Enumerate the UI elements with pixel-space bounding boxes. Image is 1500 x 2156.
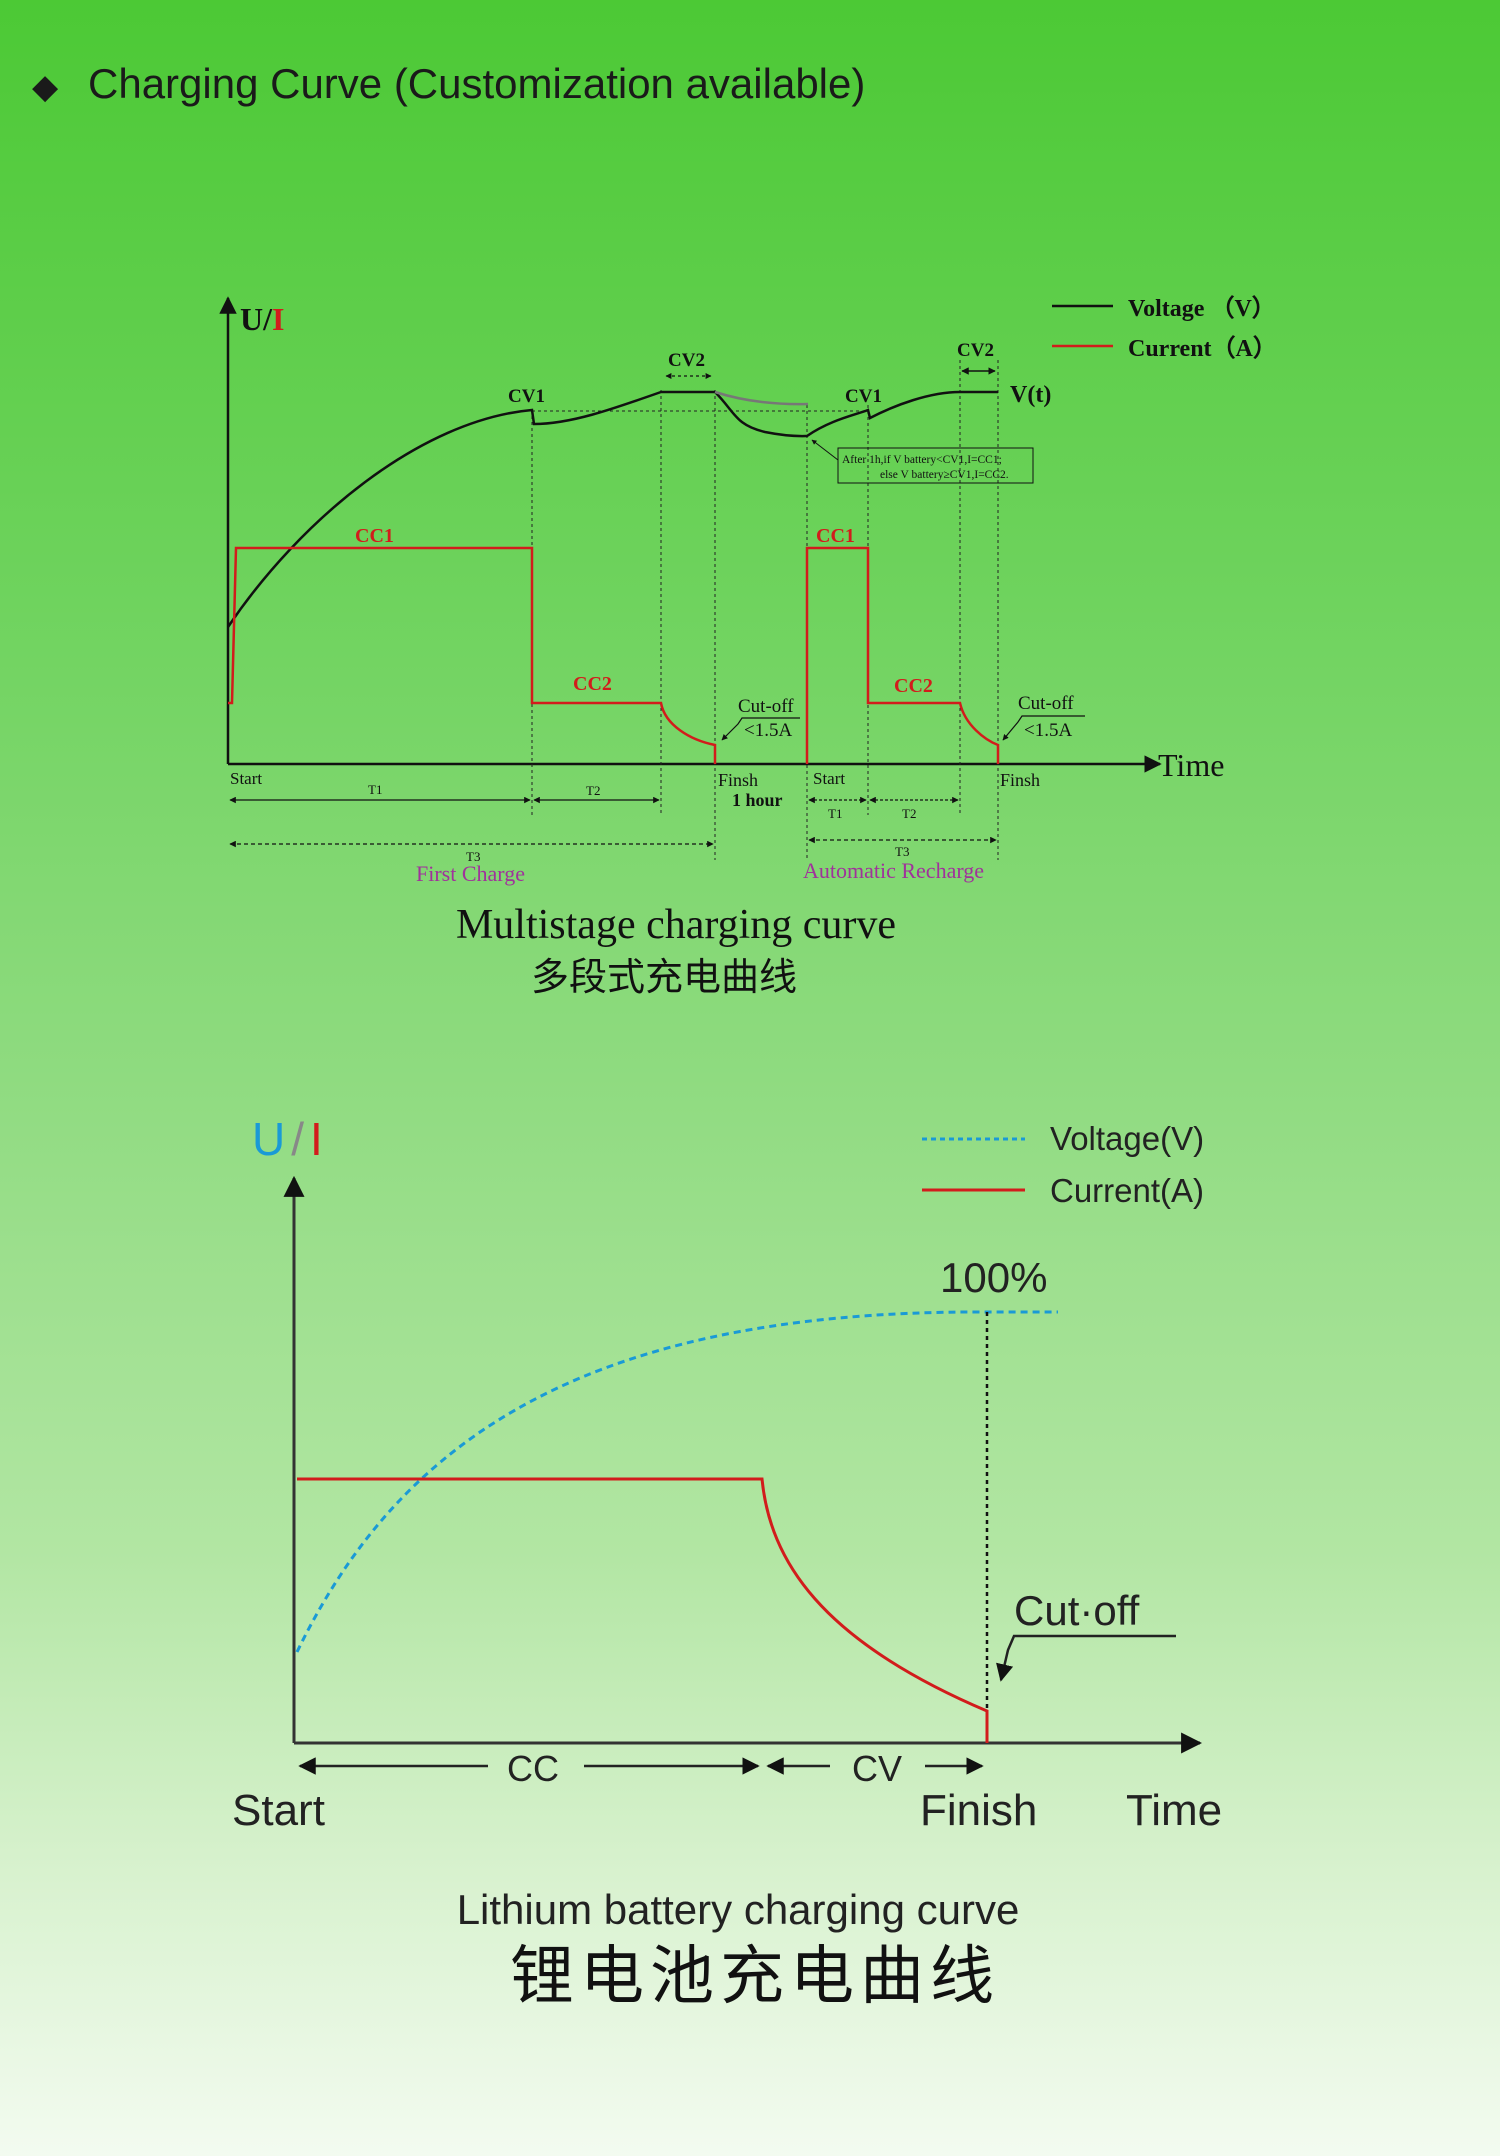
ms-t3-b: T3 [895,844,909,859]
ms-cv2-label-a: CV2 [668,350,705,371]
ms-cc2-label-a: CC2 [573,673,612,695]
ms-caption-en: Multistage charging curve [456,902,896,948]
ms-start-a: Start [230,769,262,788]
ms-cc1-label-b: CC1 [816,525,855,547]
lithium-chart: U / I Voltage(V) Current(A) 100% Cut·off C… [232,1113,1222,2012]
ms-auto-recharge-label: Automatic Recharge [803,858,984,883]
ms-cv2-label-b: CV2 [957,340,994,361]
ms-t2-b: T2 [902,806,916,821]
ms-legend-voltage: Voltage （V） [1128,295,1276,322]
page-title: Charging Curve (Customization available) [88,60,865,107]
ms-cv1-label-b: CV1 [845,386,882,407]
ms-cutoff-b: Cut-off [1018,693,1074,714]
ms-y-axis-u: U/I [240,301,284,337]
ms-note-pointer [811,439,839,461]
ms-legend-current: Current（A） [1128,335,1277,362]
li-current-curve [297,1477,989,1743]
li-full-label: 100% [940,1254,1047,1301]
multistage-chart: U/I Time Voltage （V） Current（A） CV1 CV2 … [219,295,1277,999]
ms-t1-b: T1 [828,806,842,821]
ms-voltage-curve [226,390,998,628]
ms-cv1-label-a: CV1 [508,386,545,407]
li-cutoff-pointer [996,1634,1176,1682]
ms-cc1-label-a: CC1 [355,525,394,547]
ms-first-charge-label: First Charge [416,861,525,886]
ms-cutoff-a: Cut-off [738,696,794,717]
ms-note-box [837,447,1034,484]
li-caption-cn: 锂电池充电曲线 [510,1940,1000,2012]
ms-t2-a: T2 [586,783,600,798]
ms-one-hour: 1 hour [732,790,783,810]
li-legend-current: Current(A) [1050,1172,1204,1209]
ms-cutoff-a-pointer [721,717,800,741]
li-cc-label: CC [507,1748,559,1789]
li-voltage-curve [295,1310,1058,1653]
ms-finish-b: Finsh [1000,770,1040,790]
li-caption-en: Lithium battery charging curve [457,1886,1020,1933]
ms-note-line2: else V battery≥CV1,I=CC2. [880,469,1009,481]
ms-voltage-projection [714,390,809,406]
ms-start-b: Start [813,769,845,788]
li-time-label: Time [1126,1786,1222,1835]
li-cutoff-label: Cut·off [1014,1587,1140,1634]
ms-time-label: Time [1158,747,1224,783]
ms-t3-a: T3 [466,849,480,864]
ms-cutoff-a-value: <1.5A [744,720,792,741]
ms-caption-cn: 多段式充电曲线 [531,957,797,999]
ms-cutoff-b-pointer [1002,715,1085,741]
ms-t1-a: T1 [368,782,382,797]
header-bullet-icon: ◆ [32,68,59,106]
ms-note-line1: After 1h,if V battery<CV1,I=CC1; [842,454,1002,466]
li-cv-label: CV [852,1748,902,1789]
ms-guides [531,360,999,860]
ms-vt-label: V(t) [1010,382,1051,408]
li-finish-label: Finish [920,1786,1037,1835]
ms-finish-a: Finsh [718,770,758,790]
ms-current-curve [228,546,1000,764]
ms-cutoff-b-value: <1.5A [1024,720,1072,741]
li-y-axis-label: U / I [252,1113,323,1165]
ms-cc2-label-b: CC2 [894,675,933,697]
li-start-label: Start [232,1786,325,1835]
li-legend-voltage: Voltage(V) [1050,1120,1204,1157]
